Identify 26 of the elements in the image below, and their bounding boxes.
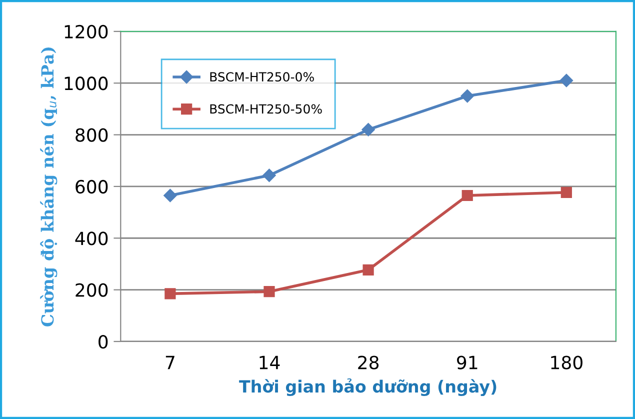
y-tick-label: 400 [75, 232, 108, 246]
y-axis-title: Cường độ kháng nén (q$_{u}$, kPa) [40, 47, 58, 326]
point [560, 74, 574, 88]
y-tick-label: 800 [76, 128, 108, 142]
x-tick-label: 14 [260, 356, 280, 370]
point [164, 188, 177, 202]
point [362, 123, 375, 136]
y-tick-label: 600 [76, 180, 108, 194]
point [460, 89, 474, 103]
legend-label: BSCM-HT250-0% [210, 72, 314, 82]
y-tick-label: 200 [76, 283, 108, 297]
y-tick-label: 1000 [64, 76, 108, 90]
x-tick-label: 28 [358, 356, 379, 370]
point [362, 264, 374, 276]
x-axis-title: Thời gian bảo dưỡng (ngày) [239, 378, 496, 396]
point [264, 286, 275, 298]
x-tick-label: 180 [551, 356, 582, 370]
point [262, 168, 276, 182]
x-tick-label: 7 [166, 356, 174, 370]
x-tick-label: 91 [457, 356, 478, 370]
y-tick-label: 0 [98, 334, 108, 349]
point [164, 288, 176, 300]
point [462, 190, 473, 202]
y-tick-label: 1200 [64, 24, 108, 39]
point [560, 186, 572, 198]
legend-label: BSCM-HT250-50% [210, 104, 322, 114]
